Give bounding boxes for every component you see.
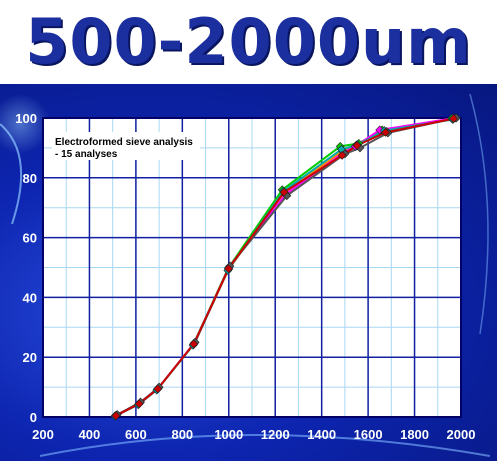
chart-svg: 200 400 600 800 1000 1200 1400 1600 1800 2000 0 20 4… xyxy=(0,93,491,457)
bg-swirl-bottom xyxy=(39,434,491,457)
page-title: 500-2000um xyxy=(25,5,472,78)
data-point xyxy=(134,399,144,409)
x-tick-label: 600 xyxy=(125,427,147,442)
y-tick-label: 80 xyxy=(23,171,37,186)
tick-layer: 200 400 600 800 1000 1200 1400 1600 1800 2000 0 20 4… xyxy=(15,111,475,442)
title-bar: 500-2000um xyxy=(0,0,497,84)
plot-frame xyxy=(42,117,462,418)
x-tick-label: 1400 xyxy=(307,427,336,442)
chart-area: 200 400 600 800 1000 1200 1400 1600 1800 2000 0 20 4… xyxy=(0,84,497,461)
bg-swirl-right xyxy=(469,93,489,335)
annotation-line: - 15 analyses xyxy=(55,149,118,160)
y-tick-label: 100 xyxy=(15,111,37,126)
x-tick-label: 800 xyxy=(171,427,193,442)
annotation-layer: Electroformed sieve analysis- 15 analyse… xyxy=(52,132,200,160)
x-tick-label: 1200 xyxy=(261,427,290,442)
data-point xyxy=(381,127,390,137)
series-layer xyxy=(110,113,461,421)
data-point xyxy=(352,141,362,150)
data-point xyxy=(337,150,347,160)
x-tick-label: 1600 xyxy=(354,427,383,442)
data-point xyxy=(111,411,121,421)
x-tick-label: 1000 xyxy=(214,427,243,442)
y-tick-label: 40 xyxy=(23,290,37,305)
x-tick-label: 400 xyxy=(79,427,101,442)
y-tick-label: 20 xyxy=(23,350,37,365)
data-point xyxy=(279,187,289,197)
series-line-6 xyxy=(115,117,454,417)
data-point xyxy=(449,114,458,124)
bg-glow xyxy=(0,94,50,154)
data-point xyxy=(224,264,233,274)
annotation-line: Electroformed sieve analysis xyxy=(55,137,193,148)
x-tick-label: 2000 xyxy=(447,427,476,442)
annotation-box xyxy=(52,132,200,160)
y-tick-label: 0 xyxy=(30,410,37,425)
x-tick-label: 1800 xyxy=(400,427,429,442)
x-tick-label: 200 xyxy=(32,427,54,442)
data-point xyxy=(153,384,163,394)
data-point xyxy=(189,339,199,349)
y-tick-label: 60 xyxy=(23,231,37,246)
